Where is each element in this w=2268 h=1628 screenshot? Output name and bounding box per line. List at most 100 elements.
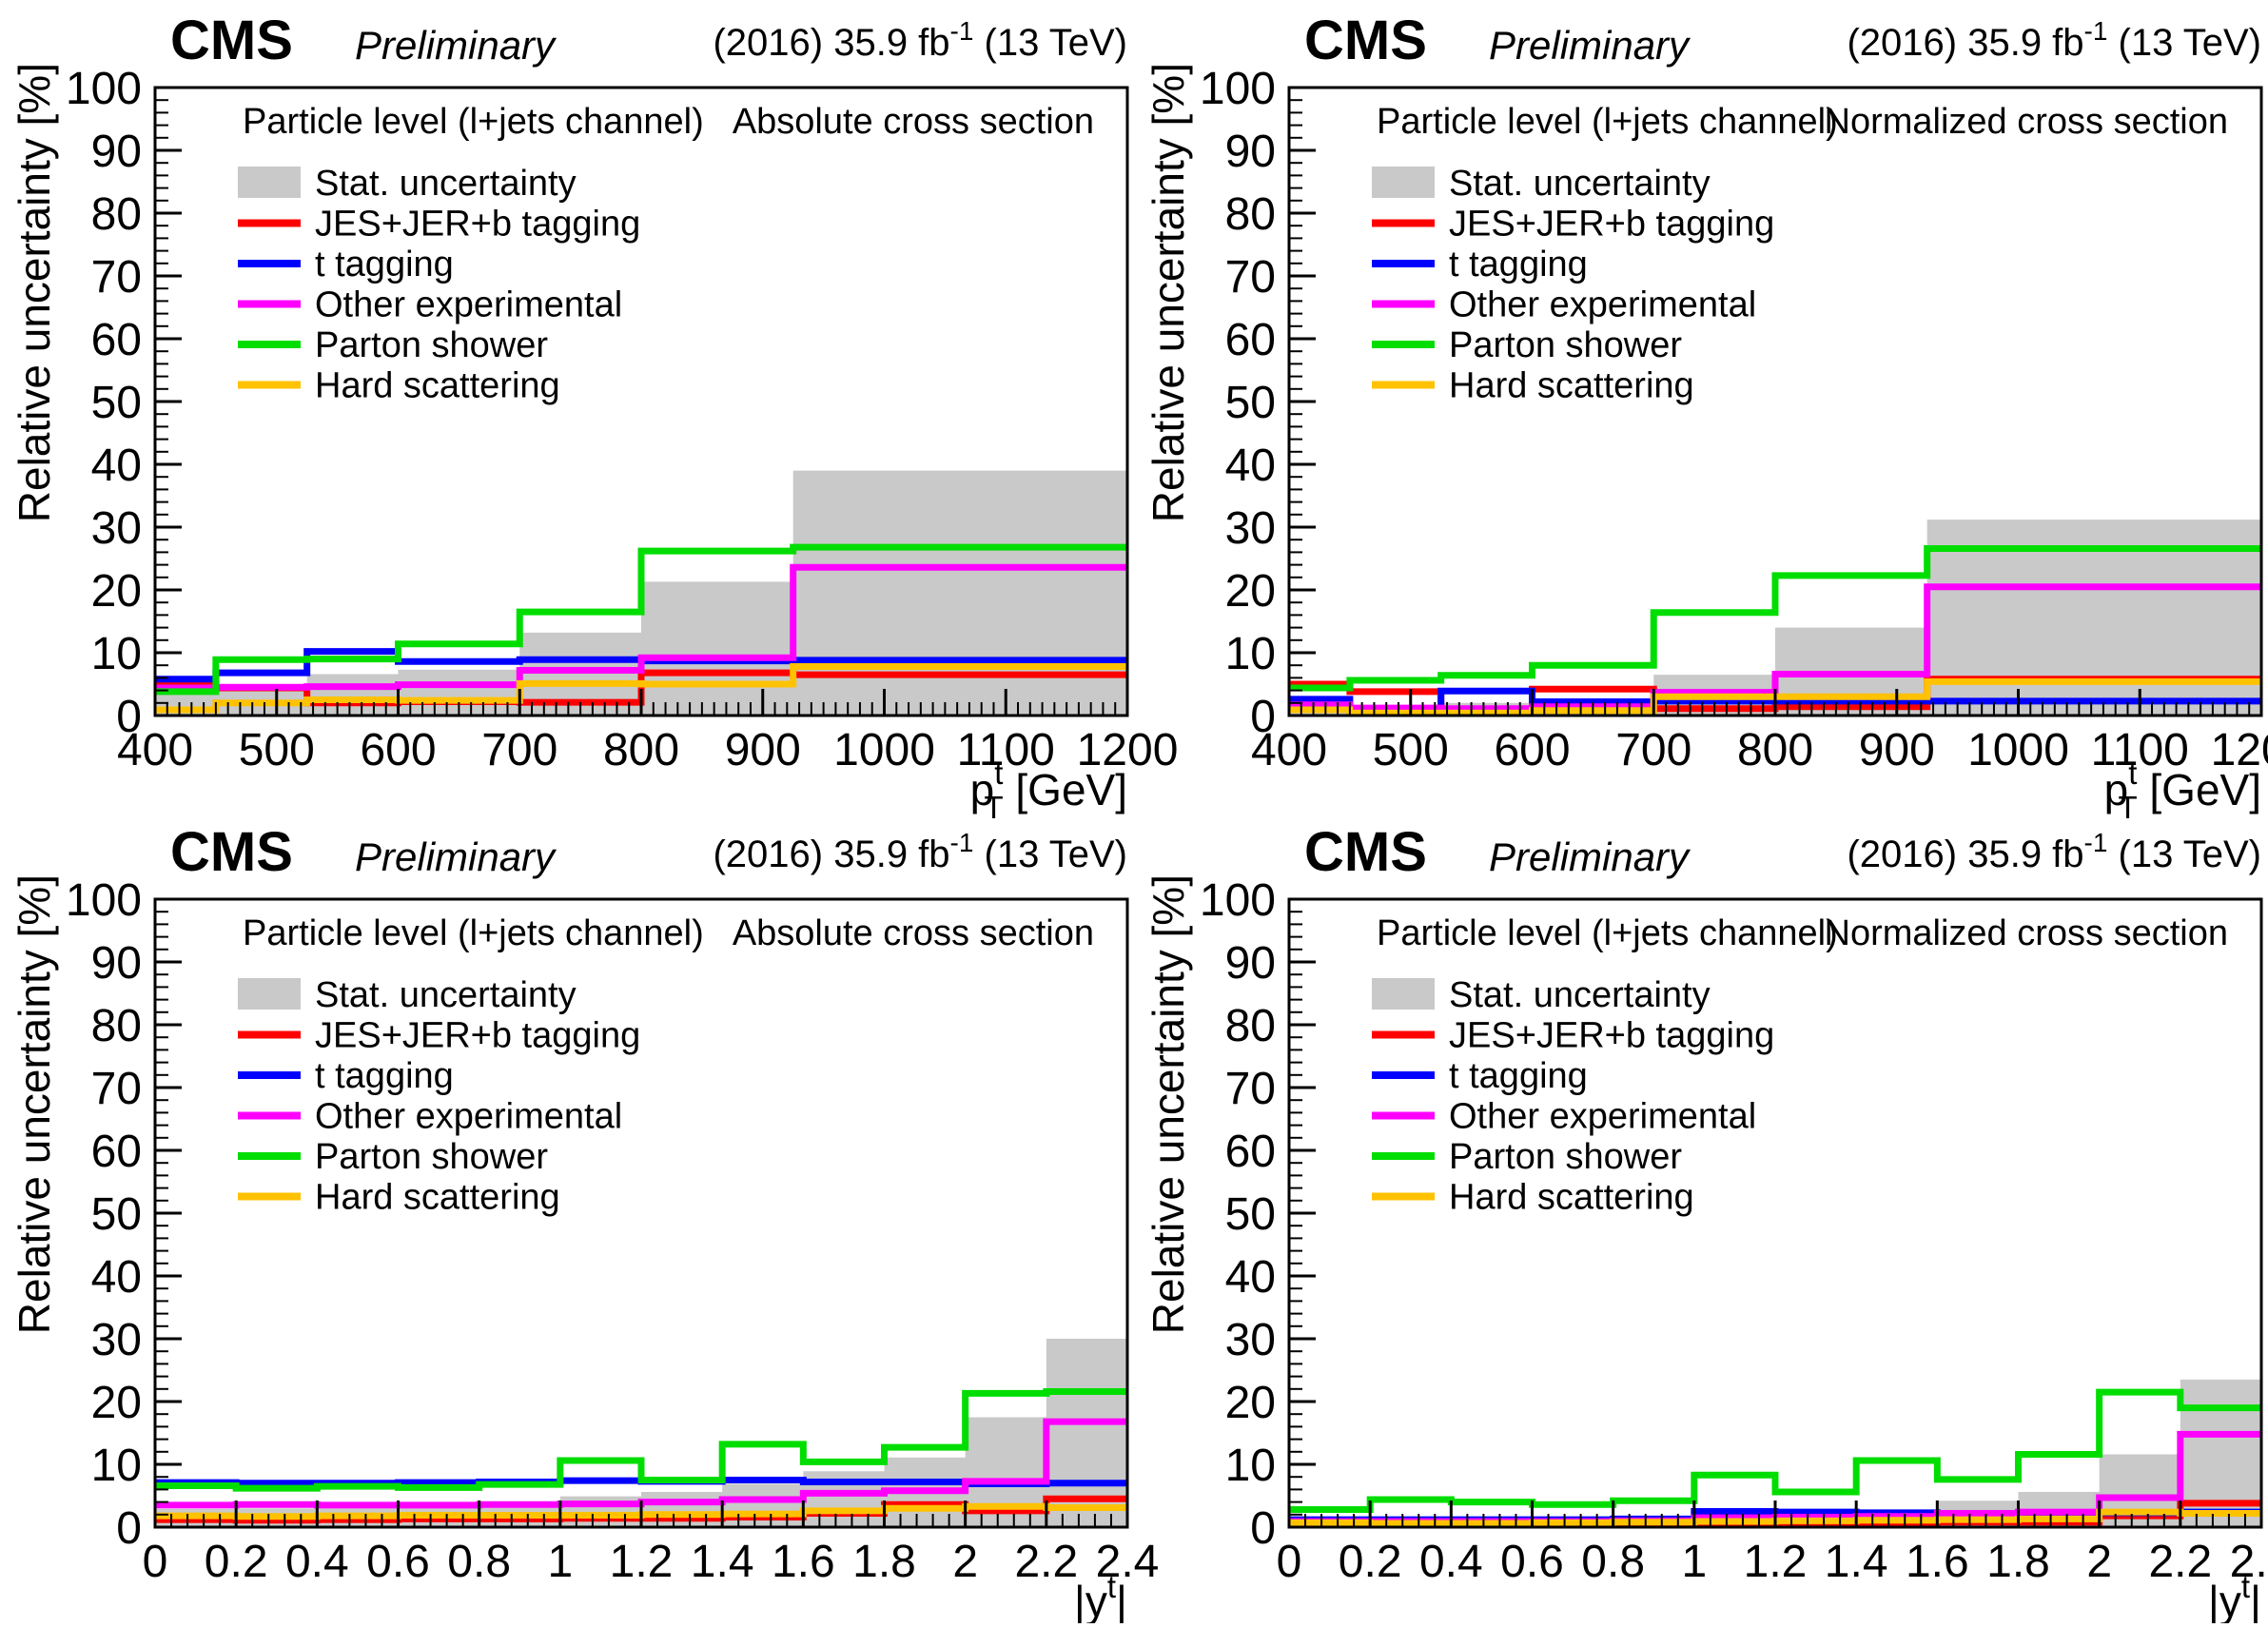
x-tick-label: 1100: [957, 725, 1055, 775]
y-tick-label: 30: [1225, 1315, 1276, 1365]
y-tick-label: 20: [91, 566, 142, 617]
legend-label-stat: Stat. uncertainty: [315, 164, 577, 204]
channel-label: Particle level (l+jets channel): [1377, 102, 1838, 142]
y-tick-label: 100: [1200, 875, 1276, 926]
lumi-label: (2016) 35.9 fb-1 (13 TeV): [713, 16, 1127, 64]
axis-ticks: [153, 897, 1129, 1529]
x-tick-label: 1200: [2211, 725, 2268, 775]
x-tick-label: 0.6: [366, 1537, 430, 1587]
lumi-label: (2016) 35.9 fb-1 (13 TeV): [713, 828, 1127, 875]
x-tick-label: 0.2: [205, 1537, 268, 1587]
x-axis-title: |yt|: [2208, 1569, 2261, 1623]
x-tick-label: 500: [239, 725, 315, 775]
legend-label-hard: Hard scattering: [315, 366, 560, 406]
y-tick-label: 30: [91, 1315, 142, 1365]
x-tick-label: 400: [117, 725, 193, 775]
x-tick-label: 0.4: [1419, 1537, 1483, 1587]
legend-label-hard: Hard scattering: [1449, 366, 1694, 406]
x-tick-label: 1.4: [691, 1537, 754, 1587]
preliminary-label: Preliminary: [1489, 834, 1691, 879]
y-tick-label: 40: [1225, 1252, 1276, 1303]
channel-label: Particle level (l+jets channel): [243, 913, 704, 953]
x-tick-label: 2: [952, 1537, 978, 1587]
y-tick-label: 60: [91, 315, 142, 365]
legend-label-stat: Stat. uncertainty: [1449, 164, 1711, 204]
y-tick-label: 0: [1250, 1503, 1276, 1554]
x-tick-label: 2.2: [2148, 1537, 2212, 1587]
x-tick-label: 1: [547, 1537, 573, 1587]
axis-ticks: [1287, 897, 2263, 1529]
legend-label-jes: JES+JER+b tagging: [1449, 205, 1774, 245]
series-line-parton: [155, 543, 1127, 696]
legend-label-jes: JES+JER+b tagging: [315, 1016, 640, 1056]
plot-area-pt-absolute: [155, 470, 1127, 716]
x-tick-label: 1000: [1967, 725, 2069, 775]
y-tick-label: 20: [1225, 566, 1276, 617]
preliminary-label: Preliminary: [355, 834, 557, 879]
x-tick-label: 2.4: [2230, 1537, 2268, 1587]
x-axis-title: pt T [GeV]: [970, 755, 1127, 825]
legend-swatch-stat: [1372, 978, 1435, 1010]
y-tick-label: 10: [1225, 629, 1276, 679]
y-tick-label: 20: [91, 1378, 142, 1428]
x-axis-title: |yt|: [1074, 1569, 1127, 1623]
y-tick-label: 10: [1225, 1441, 1276, 1491]
x-tick-label: 0.2: [1339, 1537, 1402, 1587]
legend-label-other: Other experimental: [1449, 285, 1756, 325]
y-tick-label: 70: [91, 252, 142, 303]
cms-label: CMS: [170, 821, 293, 883]
x-tick-label: 1.2: [1744, 1537, 1808, 1587]
legend-swatch-stat: [238, 978, 301, 1010]
x-tick-label: 2.2: [1014, 1537, 1078, 1587]
y-tick-label: 90: [91, 938, 142, 989]
x-tick-label: 600: [360, 725, 436, 775]
legend-label-other: Other experimental: [315, 1097, 622, 1137]
y-tick-label: 60: [1225, 315, 1276, 365]
series-line-parton: [155, 1387, 1127, 1492]
legend-swatch-stat: [1372, 167, 1435, 198]
preliminary-label: Preliminary: [1489, 23, 1691, 68]
axis-ticks: [153, 86, 1129, 717]
x-tick-label: 2.4: [1096, 1537, 1160, 1587]
chart-panel-pt-absolute: 0 10 20 30 40 50 60 70 80 90 100 400 500 600 700 800 900…: [10, 10, 1178, 825]
cms-label: CMS: [1304, 821, 1427, 883]
legend-label-jes: JES+JER+b tagging: [315, 205, 640, 245]
x-tick-label: 1100: [2091, 725, 2189, 775]
x-tick-label: 1.4: [1825, 1537, 1888, 1587]
y-tick-label: 50: [1225, 378, 1276, 428]
y-tick-label: 100: [1200, 64, 1276, 114]
cross-section-label: Normalized cross section: [1825, 913, 2228, 953]
lumi-label: (2016) 35.9 fb-1 (13 TeV): [1847, 16, 2261, 64]
y-tick-label: 100: [66, 875, 142, 926]
x-tick-label: 0.8: [1581, 1537, 1645, 1587]
y-tick-label: 40: [91, 1252, 142, 1303]
x-tick-label: 600: [1494, 725, 1570, 775]
y-tick-label: 100: [66, 64, 142, 114]
legend-label-stat: Stat. uncertainty: [1449, 975, 1711, 1015]
y-tick-label: 40: [91, 441, 142, 491]
x-tick-label: 500: [1373, 725, 1449, 775]
x-tick-label: 400: [1251, 725, 1327, 775]
x-tick-label: 800: [603, 725, 679, 775]
y-tick-label: 10: [91, 629, 142, 679]
y-tick-label: 80: [91, 189, 142, 240]
x-tick-label: 1: [1681, 1537, 1707, 1587]
y-tick-label: 90: [1225, 938, 1276, 989]
x-tick-label: 1.8: [1986, 1537, 2050, 1587]
x-axis-title: pt T [GeV]: [2104, 755, 2261, 825]
legend-label-other: Other experimental: [1449, 1097, 1756, 1137]
y-axis-title: Relative uncertainty [%]: [10, 874, 59, 1334]
x-tick-label: 1000: [833, 725, 935, 775]
y-tick-label: 10: [91, 1441, 142, 1491]
legend-label-stat: Stat. uncertainty: [315, 975, 577, 1015]
y-tick-label: 0: [116, 692, 142, 742]
series-fill-stat: [1289, 520, 2261, 716]
x-tick-label: 0: [143, 1537, 168, 1587]
channel-label: Particle level (l+jets channel): [243, 102, 704, 142]
y-tick-label: 0: [116, 1503, 142, 1554]
cms-label: CMS: [170, 10, 293, 71]
